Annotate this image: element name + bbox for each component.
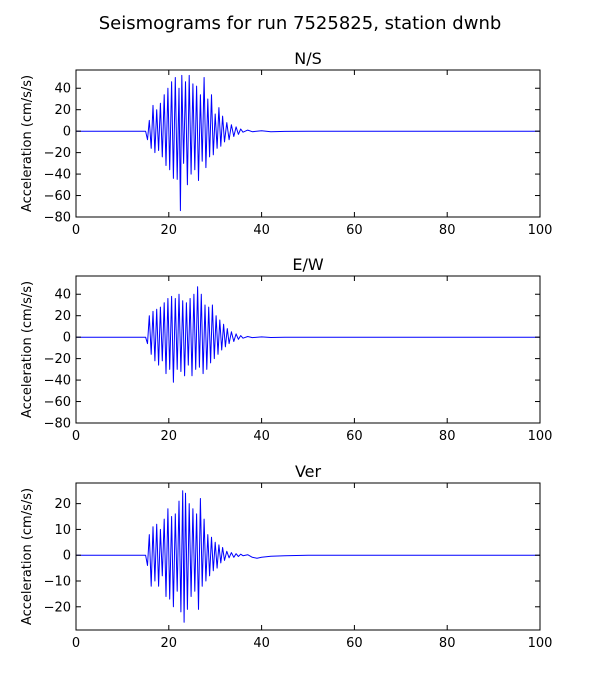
y-tick-label: −60 (44, 189, 71, 204)
x-tick-label: 40 (253, 223, 270, 238)
x-tick-label: 100 (528, 429, 553, 444)
y-axis-label: Acceleration (cm/s/s) (20, 488, 35, 625)
x-tick-label: 0 (72, 429, 80, 444)
axes-frame (75, 69, 541, 218)
y-tick-label: 0 (63, 549, 71, 564)
chart-panel: N/S 0 20 40 60 80 100 −80 −60 −40 −20 0 20 40 Accelera… (20, 49, 552, 238)
y-tick-label: −20 (44, 352, 71, 367)
x-tick-label: 80 (439, 636, 456, 651)
x-tick-label: 80 (439, 429, 456, 444)
y-tick-label: 0 (63, 125, 71, 140)
series-line (76, 286, 540, 383)
y-tick-label: −40 (44, 168, 71, 183)
y-tick-label: 40 (54, 288, 71, 303)
chart-panel: E/W 0 20 40 60 80 100 −80 −60 −40 −20 0 20 40 Accelera… (20, 255, 552, 444)
y-tick-label: −20 (44, 600, 71, 615)
x-tick-label: 100 (528, 223, 553, 238)
y-tick-label: 20 (54, 309, 71, 324)
x-tick-label: 40 (253, 636, 270, 651)
x-tick-label: 60 (346, 636, 363, 651)
y-tick-label: 40 (54, 82, 71, 97)
series-line (76, 490, 540, 623)
x-tick-label: 60 (346, 223, 363, 238)
panel-title: N/S (294, 49, 322, 68)
y-tick-label: −80 (44, 211, 71, 226)
chart-panel: Ver 0 20 40 60 80 100 −20 −10 0 10 20 Acceleration (… (20, 462, 552, 651)
x-tick-label: 80 (439, 223, 456, 238)
y-tick-label: −10 (44, 575, 71, 590)
y-tick-label: 20 (54, 497, 71, 512)
y-tick-label: 20 (54, 103, 71, 118)
axes-frame (75, 482, 541, 631)
y-axis-label: Acceleration (cm/s/s) (20, 75, 35, 212)
axes-frame (75, 275, 541, 424)
y-tick-label: 0 (63, 331, 71, 346)
figure-title: Seismograms for run 7525825, station dwn… (99, 13, 502, 34)
series-line (76, 74, 540, 212)
x-tick-label: 0 (72, 636, 80, 651)
y-tick-label: −40 (44, 374, 71, 389)
x-tick-label: 60 (346, 429, 363, 444)
x-tick-label: 100 (528, 636, 553, 651)
y-tick-label: −80 (44, 417, 71, 432)
x-tick-label: 0 (72, 223, 80, 238)
y-axis-label: Acceleration (cm/s/s) (20, 281, 35, 418)
x-tick-label: 20 (161, 636, 178, 651)
x-tick-label: 40 (253, 429, 270, 444)
panel-title: Ver (295, 462, 322, 481)
panels: N/S0 20 40 60 80 100−80−60−40−2002040Accelera… (20, 49, 552, 651)
y-tick-label: −20 (44, 146, 71, 161)
y-tick-label: −60 (44, 395, 71, 410)
panel-title: E/W (292, 255, 324, 274)
x-tick-label: 20 (161, 223, 178, 238)
x-tick-label: 20 (161, 429, 178, 444)
y-tick-label: 10 (54, 523, 71, 538)
